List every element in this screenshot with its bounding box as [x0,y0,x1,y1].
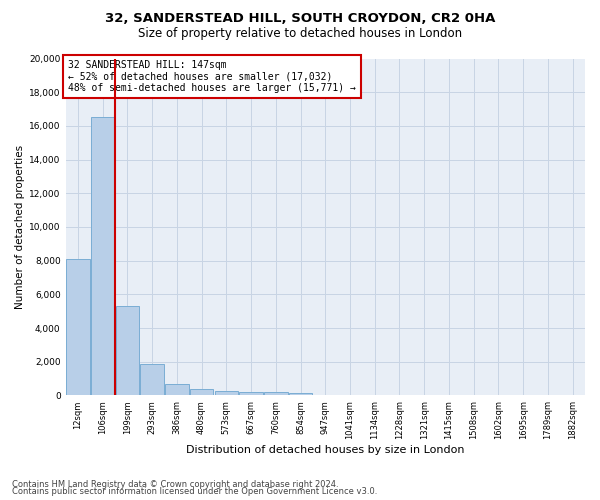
Text: Contains public sector information licensed under the Open Government Licence v3: Contains public sector information licen… [12,487,377,496]
Y-axis label: Number of detached properties: Number of detached properties [15,145,25,309]
Text: 32, SANDERSTEAD HILL, SOUTH CROYDON, CR2 0HA: 32, SANDERSTEAD HILL, SOUTH CROYDON, CR2… [105,12,495,26]
Text: Contains HM Land Registry data © Crown copyright and database right 2024.: Contains HM Land Registry data © Crown c… [12,480,338,489]
Bar [264,392,287,396]
Bar [91,118,115,396]
X-axis label: Distribution of detached houses by size in London: Distribution of detached houses by size … [186,445,464,455]
Bar [140,364,164,396]
Bar [190,389,214,396]
Bar [66,259,89,396]
Bar [289,394,312,396]
Bar [165,384,188,396]
Bar [239,392,263,396]
Bar [215,390,238,396]
Text: Size of property relative to detached houses in London: Size of property relative to detached ho… [138,28,462,40]
Bar [116,306,139,396]
Text: 32 SANDERSTEAD HILL: 147sqm
← 52% of detached houses are smaller (17,032)
48% of: 32 SANDERSTEAD HILL: 147sqm ← 52% of det… [68,60,356,94]
